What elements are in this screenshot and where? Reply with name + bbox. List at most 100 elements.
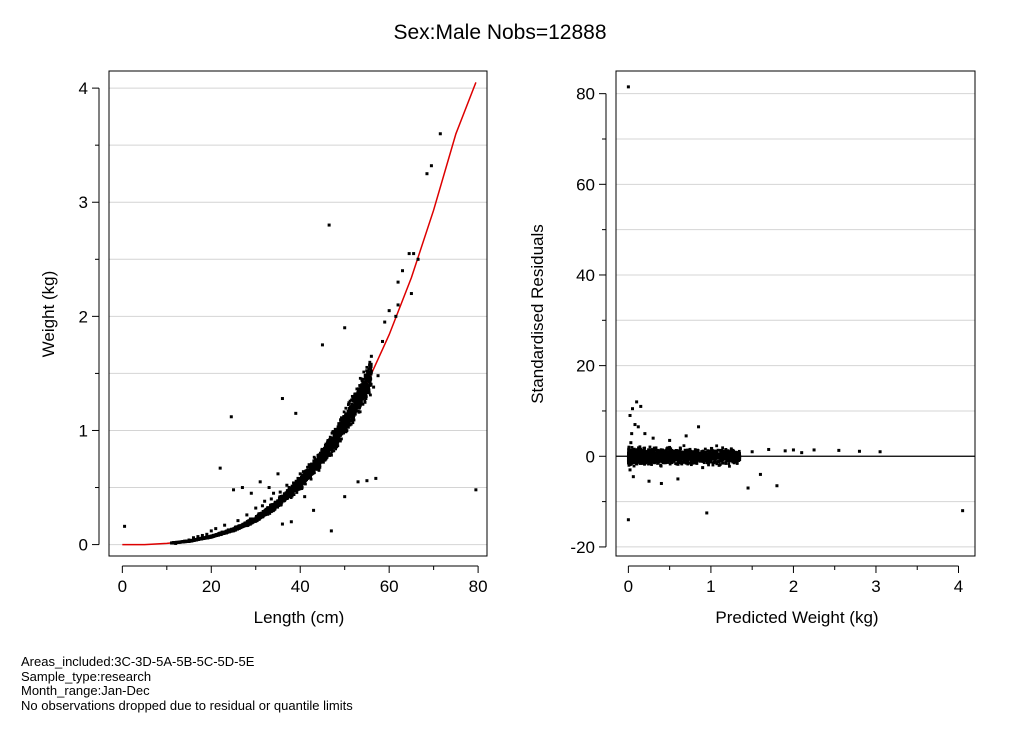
cloud-point xyxy=(294,482,298,485)
cloud-point xyxy=(289,487,293,490)
cloud-point xyxy=(305,478,309,482)
cloud-point xyxy=(353,410,357,414)
data-point xyxy=(629,441,633,445)
data-point xyxy=(631,475,635,479)
cloud-point xyxy=(641,461,644,465)
cloud-point xyxy=(330,442,334,445)
cloud-point xyxy=(677,461,681,465)
cloud-point xyxy=(648,455,652,459)
cloud-point xyxy=(231,528,235,532)
cloud-point xyxy=(650,453,654,457)
cloud-point xyxy=(196,537,200,541)
cloud-point xyxy=(643,446,647,450)
cloud-point xyxy=(203,536,207,540)
data-point xyxy=(401,269,405,273)
cloud-point xyxy=(248,518,252,522)
cloud-point xyxy=(654,448,658,452)
cloud-point xyxy=(359,391,363,395)
cloud-point xyxy=(333,427,337,431)
cloud-point xyxy=(646,457,650,461)
cloud-point xyxy=(323,454,326,458)
data-point xyxy=(630,432,634,436)
cloud-point xyxy=(695,453,698,456)
cloud-point xyxy=(665,453,669,456)
cloud-point xyxy=(350,394,354,398)
cloud-point xyxy=(188,539,192,543)
cloud-point xyxy=(702,456,706,460)
cloud-point xyxy=(364,397,368,401)
cloud-point xyxy=(735,462,739,465)
data-point xyxy=(705,511,709,515)
data-point xyxy=(303,495,307,499)
cloud-point xyxy=(291,487,295,491)
y-tick-label: 4 xyxy=(79,79,88,98)
cloud-point xyxy=(671,454,674,457)
data-point xyxy=(438,132,442,136)
cloud-point xyxy=(362,370,366,374)
cloud-point xyxy=(322,452,326,455)
cloud-point xyxy=(716,460,720,464)
cloud-point xyxy=(737,449,741,453)
cloud-point xyxy=(631,453,635,457)
cloud-point xyxy=(705,454,709,458)
data-point xyxy=(276,472,280,476)
data-point xyxy=(639,404,643,408)
data-point xyxy=(343,326,347,330)
cloud-point xyxy=(711,450,715,454)
cloud-point xyxy=(257,517,261,521)
cloud-point xyxy=(323,446,326,450)
cloud-point xyxy=(729,457,732,461)
cloud-point xyxy=(659,448,663,452)
cloud-point xyxy=(655,456,659,460)
cloud-point xyxy=(341,429,345,433)
cloud-point xyxy=(362,386,366,389)
cloud-point xyxy=(304,471,307,475)
cloud-point xyxy=(661,461,665,465)
cloud-point xyxy=(237,525,241,529)
cloud-point xyxy=(693,453,697,457)
cloud-point xyxy=(312,461,316,465)
cloud-point xyxy=(627,445,631,449)
cloud-point xyxy=(731,452,735,456)
y-tick-label: 20 xyxy=(576,357,595,376)
cloud-point xyxy=(298,482,302,486)
cloud-point xyxy=(684,461,688,465)
cloud-point xyxy=(369,371,373,375)
cloud-point xyxy=(681,454,685,458)
cloud-point xyxy=(335,441,339,445)
cloud-point xyxy=(680,462,684,466)
cloud-point xyxy=(635,453,639,457)
cloud-point xyxy=(312,455,316,459)
cloud-point xyxy=(291,485,295,489)
cloud-point xyxy=(713,449,717,453)
cloud-point xyxy=(320,455,324,459)
cloud-point xyxy=(679,459,683,463)
data-point xyxy=(701,466,705,470)
data-point xyxy=(376,374,380,378)
cloud-point xyxy=(366,384,370,387)
cloud-point xyxy=(363,374,367,377)
data-point xyxy=(267,486,271,490)
cloud-point xyxy=(270,503,274,506)
cloud-point xyxy=(657,460,661,464)
cloud-point xyxy=(306,465,309,469)
cloud-point xyxy=(330,453,333,457)
cloud-point xyxy=(700,450,704,454)
cloud-point xyxy=(310,462,313,466)
cloud-point xyxy=(650,459,654,463)
y-tick-label: -20 xyxy=(570,538,595,557)
cloud-point xyxy=(647,448,651,452)
data-point xyxy=(365,479,369,483)
cloud-point xyxy=(320,453,324,457)
cloud-point xyxy=(284,491,288,495)
cloud-point xyxy=(705,458,709,461)
cloud-point xyxy=(627,456,630,460)
cloud-point xyxy=(352,414,356,417)
cloud-point xyxy=(356,397,360,401)
cloud-point xyxy=(320,459,323,463)
cloud-point xyxy=(336,432,340,436)
data-point xyxy=(791,448,795,452)
cloud-point xyxy=(732,449,736,453)
cloud-point xyxy=(316,459,320,463)
data-point xyxy=(289,520,293,524)
